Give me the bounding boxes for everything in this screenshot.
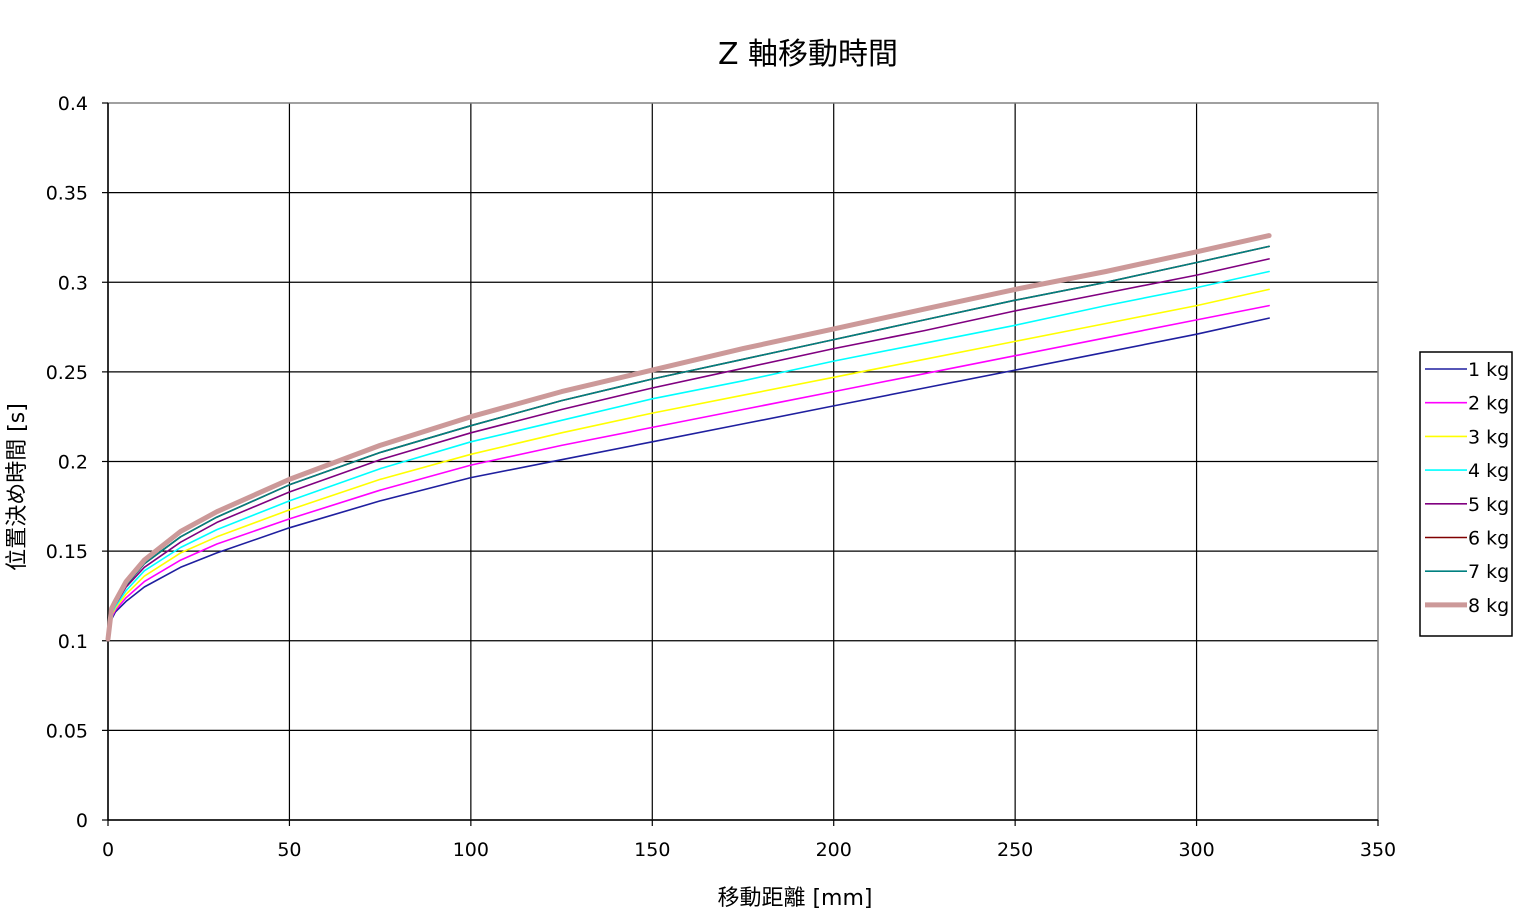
x-tick-label: 150 <box>634 839 670 861</box>
y-tick-label: 0.1 <box>58 631 88 653</box>
x-tick-label: 50 <box>277 839 301 861</box>
legend-label: 6 kg <box>1468 528 1509 550</box>
y-tick-label: 0.4 <box>58 93 88 115</box>
legend-label: 7 kg <box>1468 561 1509 583</box>
x-tick-label: 100 <box>453 839 489 861</box>
legend-label: 8 kg <box>1468 595 1509 617</box>
y-tick-label: 0.25 <box>46 362 88 384</box>
y-tick-label: 0 <box>76 810 88 832</box>
y-tick-label: 0.3 <box>58 272 88 294</box>
x-tick-label: 350 <box>1360 839 1396 861</box>
legend-label: 5 kg <box>1468 494 1509 516</box>
y-axis-title: 位置決め時間 [s] <box>5 403 30 571</box>
legend-label: 2 kg <box>1468 393 1509 415</box>
legend-label: 3 kg <box>1468 426 1509 448</box>
x-tick-label: 300 <box>1178 839 1214 861</box>
series-lines <box>105 233 1272 642</box>
x-tick-label: 250 <box>997 839 1033 861</box>
x-tick-label: 200 <box>816 839 852 861</box>
y-tick-label: 0.15 <box>46 541 88 563</box>
x-axis-title: 移動距離 [mm] <box>717 886 872 911</box>
legend-label: 4 kg <box>1468 460 1509 482</box>
series-line-3 <box>107 288 1270 640</box>
legend-label: 1 kg <box>1468 359 1509 381</box>
axes: 0 50 100 150 200 250 300 350 0 0.05 0.1 0.15 0.2 0.25… <box>46 93 1396 861</box>
gridlines <box>108 103 1378 820</box>
series-line-2 <box>107 304 1270 640</box>
series-line-8 <box>105 233 1272 642</box>
y-tick-label: 0.35 <box>46 183 88 205</box>
y-tick-label: 0.05 <box>46 720 88 742</box>
chart-title: Z 軸移動時間 <box>718 37 898 72</box>
legend: 1 kg 2 kg 3 kg 4 kg 5 kg 6 kg 7 kg 8 kg <box>1419 351 1513 637</box>
series-line-4 <box>107 270 1270 640</box>
y-tick-label: 0.2 <box>58 452 88 474</box>
x-tick-label: 0 <box>102 839 114 861</box>
series-line-5 <box>107 258 1270 640</box>
legend-box <box>1419 351 1513 637</box>
series-line-1 <box>107 317 1270 640</box>
